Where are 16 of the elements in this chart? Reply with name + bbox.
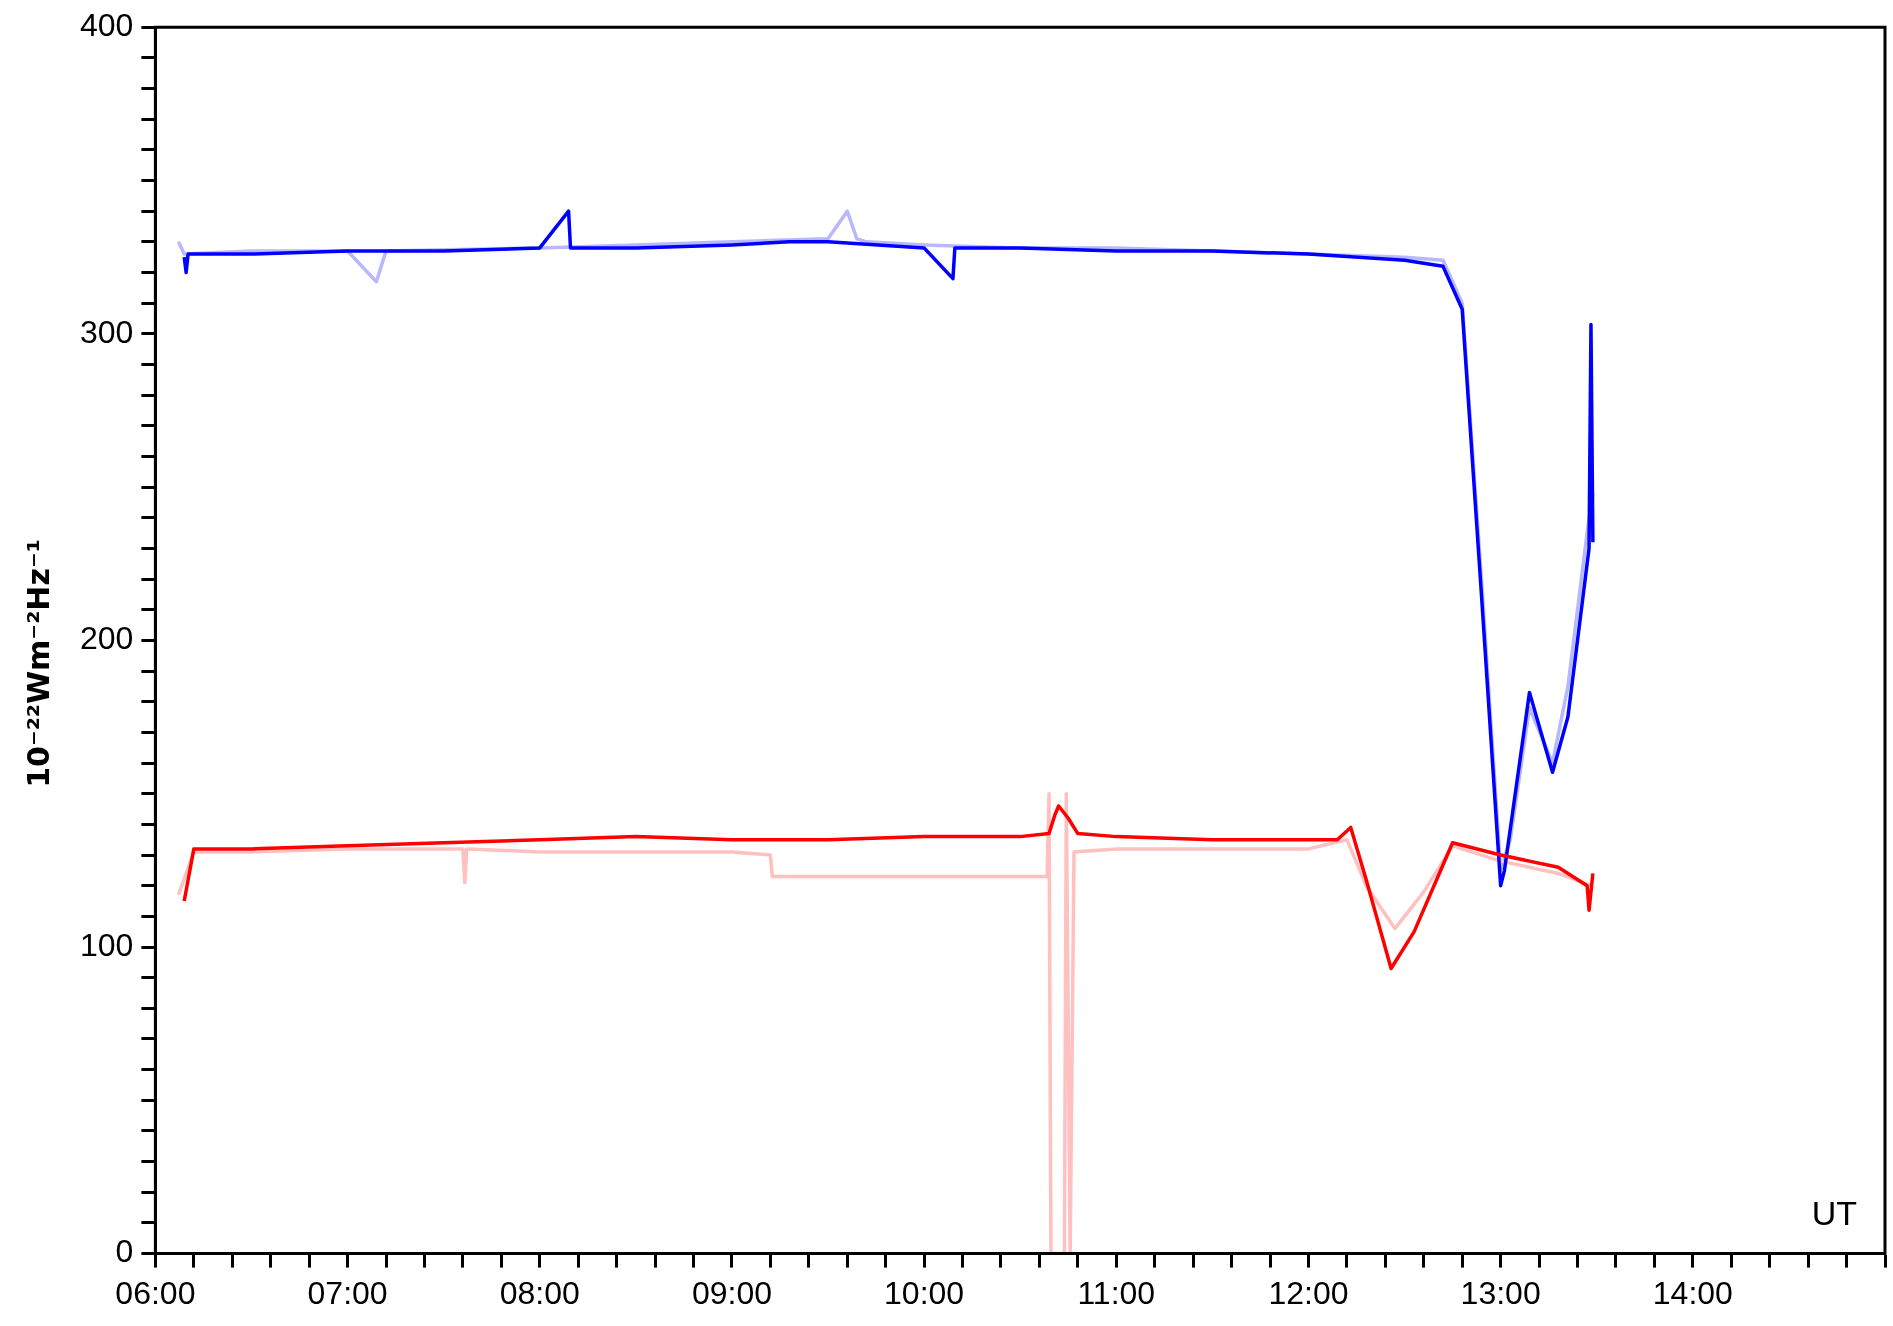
x-tick-label: 12:00 (1268, 1274, 1349, 1311)
x-tick-label: 08:00 (499, 1274, 580, 1311)
x-tick-label: 11:00 (1077, 1274, 1156, 1311)
y-tick-label: 300 (80, 313, 134, 350)
x-tick-label: 07:00 (307, 1274, 388, 1311)
x-tick-label: 14:00 (1652, 1274, 1733, 1311)
annotation: UT (1811, 1193, 1857, 1233)
x-tick-label: 09:00 (691, 1274, 772, 1311)
x-tick-label: 13:00 (1460, 1274, 1541, 1311)
y-tick-label: 0 (115, 1233, 134, 1270)
y-tick-label: 400 (80, 7, 134, 44)
y-tick-label: 200 (80, 620, 134, 657)
y-tick-label: 100 (80, 926, 134, 963)
x-tick-label: 06:00 (115, 1274, 196, 1311)
x-tick-label: 10:00 (884, 1274, 965, 1311)
y-axis-title: 10⁻²²Wm⁻²Hz⁻¹ (20, 538, 56, 788)
